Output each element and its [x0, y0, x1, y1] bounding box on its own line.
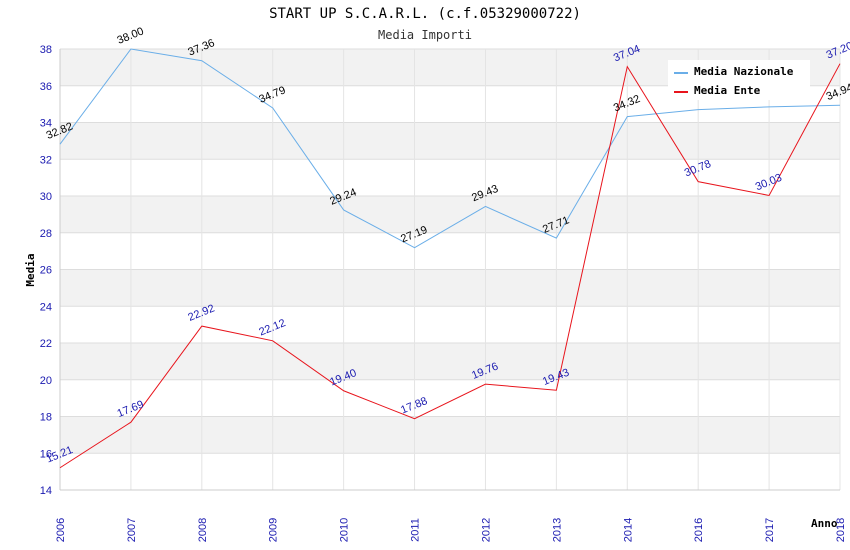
x-tick-label: 2017 [764, 518, 776, 542]
y-axis-ticks: 14 16 18 20 22 24 26 28 30 32 34 36 38 [40, 44, 52, 497]
y-tick-label: 38 [40, 44, 52, 56]
legend-label-media-nazionale: Media Nazionale [694, 65, 794, 78]
x-tick-label: 2008 [197, 518, 209, 542]
series-layer [59, 48, 841, 469]
y-tick-label: 32 [40, 154, 52, 166]
x-tick-label: 2012 [480, 518, 492, 542]
data-label: 38.00 [116, 25, 146, 46]
y-tick-label: 16 [40, 448, 52, 460]
grid-band [60, 269, 840, 307]
chart-subtitle: Media Importi [378, 28, 472, 42]
x-tick-label: 2007 [126, 518, 138, 542]
x-tick-label: 2009 [268, 518, 280, 542]
grid-band [60, 416, 840, 454]
y-axis-label: Media [24, 253, 37, 286]
y-tick-label: 18 [40, 412, 52, 424]
x-tick-label: 2011 [410, 518, 422, 542]
series-line-media-nazionale [59, 48, 841, 249]
x-tick-label: 2013 [551, 518, 563, 542]
grid-band [60, 306, 840, 343]
grid-lines [59, 48, 841, 491]
y-tick-label: 26 [40, 265, 52, 277]
x-tick-label: 2006 [55, 518, 67, 542]
legend: Media Nazionale Media Ente [668, 60, 810, 100]
y-tick-label: 24 [40, 301, 52, 313]
grid-band [60, 343, 840, 380]
chart-title: START UP S.C.A.R.L. (c.f.05329000722) [269, 6, 581, 22]
x-axis-label: Anno [811, 517, 838, 530]
y-tick-label: 20 [40, 375, 52, 387]
grid-band [60, 453, 840, 490]
x-tick-label: 2010 [339, 518, 351, 542]
grid-band [60, 122, 840, 160]
legend-label-media-ente: Media Ente [694, 84, 761, 97]
y-tick-label: 36 [40, 81, 52, 93]
grid-band [60, 379, 840, 417]
y-tick-label: 14 [40, 485, 52, 497]
x-tick-label: 2018 [835, 518, 847, 542]
grid-band [60, 232, 840, 270]
series-line-media-ente [59, 63, 841, 469]
x-axis-ticks: 2006 2007 2008 2009 2010 2011 2012 2013 2014 2016… [55, 518, 847, 542]
legend-box [668, 60, 810, 100]
grid-band [60, 159, 840, 196]
y-tick-label: 28 [40, 228, 52, 240]
y-tick-label: 30 [40, 191, 52, 203]
x-tick-label: 2016 [693, 518, 705, 542]
y-tick-label: 34 [40, 118, 52, 130]
y-tick-label: 22 [40, 338, 52, 350]
x-tick-label: 2014 [622, 518, 634, 542]
